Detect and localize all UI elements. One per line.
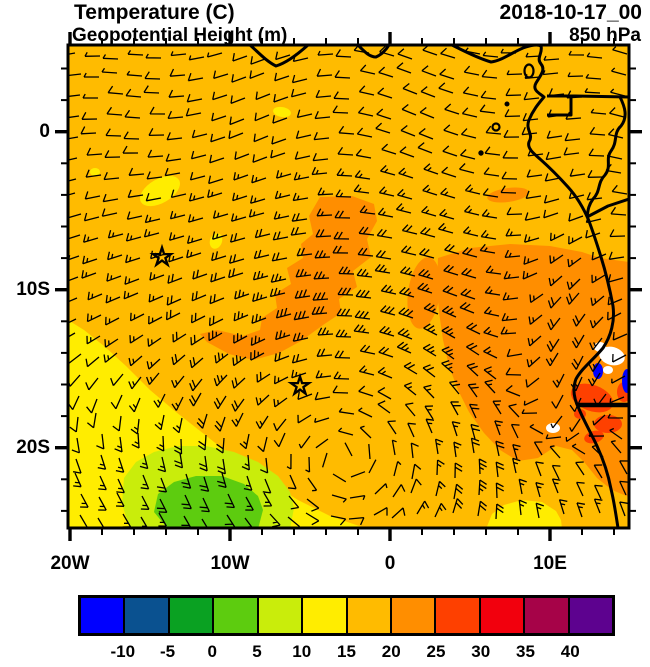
- y-axis-label-0: 0: [39, 120, 50, 142]
- sao-tome-island: [491, 122, 501, 132]
- colorbar-label-10: 10: [292, 642, 312, 661]
- temperature-region-cool-speck-3: [90, 168, 100, 176]
- colorbar-cell: [569, 598, 613, 633]
- colorbar-label--10: -10: [110, 642, 136, 661]
- country-border: [586, 197, 629, 219]
- colorbar-label-40: 40: [560, 642, 580, 661]
- country-border: [547, 94, 629, 99]
- colorbar-cell: [258, 598, 304, 633]
- country-border: [585, 96, 627, 218]
- colorbar-label--5: -5: [159, 642, 176, 661]
- x-axis-label-20W: 20W: [50, 553, 90, 574]
- colorbar-cell: [391, 598, 437, 633]
- y-axis-label-20S: 20S: [16, 436, 50, 458]
- x-axis-label-10W: 10W: [210, 553, 250, 574]
- chart-datetime: 2018-10-17_00: [499, 1, 642, 24]
- coastline: [249, 45, 310, 68]
- temperature-region-warm-central: [200, 196, 377, 360]
- map-frame: [66, 43, 631, 530]
- colorbar-cell: [303, 598, 348, 633]
- temperature-region-cool-blob-core: [154, 476, 263, 528]
- temperature-region-warm-angola-coast: [437, 244, 629, 497]
- colorbar-label-20: 20: [381, 642, 401, 661]
- wind-barb-layer: [68, 45, 628, 528]
- temperature-region-cool-south-center: [486, 500, 562, 528]
- colorbar-cell: [347, 598, 392, 633]
- colorbar-label-5: 5: [252, 642, 262, 661]
- chart-title: Temperature (C): [74, 1, 235, 24]
- colorbar-cell: [480, 598, 526, 633]
- colorbar-label-30: 30: [471, 642, 491, 661]
- colorbar: [78, 595, 615, 636]
- colorbar-label-15: 15: [337, 642, 356, 661]
- annobon-island: [478, 150, 484, 156]
- colorbar-cell: [525, 598, 570, 633]
- temperature-region-missing-spot-4: [603, 366, 613, 374]
- colorbar-label-35: 35: [516, 642, 535, 661]
- y-axis-label-10S: 10S: [16, 278, 50, 300]
- coastline: [356, 45, 391, 59]
- temperature-region-cool-speck-1: [140, 175, 180, 207]
- colorbar-cell: [214, 598, 259, 633]
- x-axis-label-10E: 10E: [533, 553, 567, 574]
- colorbar-cell: [125, 598, 170, 633]
- star-marker: [287, 372, 313, 397]
- colorbar-label-25: 25: [426, 642, 446, 661]
- temperature-region-missing-spot-1: [599, 346, 625, 366]
- country-border: [547, 96, 573, 117]
- colorbar-label-0: 0: [207, 642, 217, 661]
- colorbar-cell: [169, 598, 215, 633]
- geography-layer: [249, 45, 629, 528]
- axis-ticks: [55, 32, 642, 541]
- star-marker: [149, 243, 175, 268]
- temperature-region-warm-land-patch: [487, 187, 529, 203]
- temperature-region-cold-spot-2: [622, 369, 629, 393]
- colorbar-cell: [81, 598, 126, 633]
- temperature-region-cool-speck-2: [273, 106, 291, 118]
- colorbar-cell: [436, 598, 481, 633]
- x-axis-label-0: 0: [384, 553, 396, 574]
- map-layers: [68, 45, 629, 528]
- principe-island: [504, 101, 510, 107]
